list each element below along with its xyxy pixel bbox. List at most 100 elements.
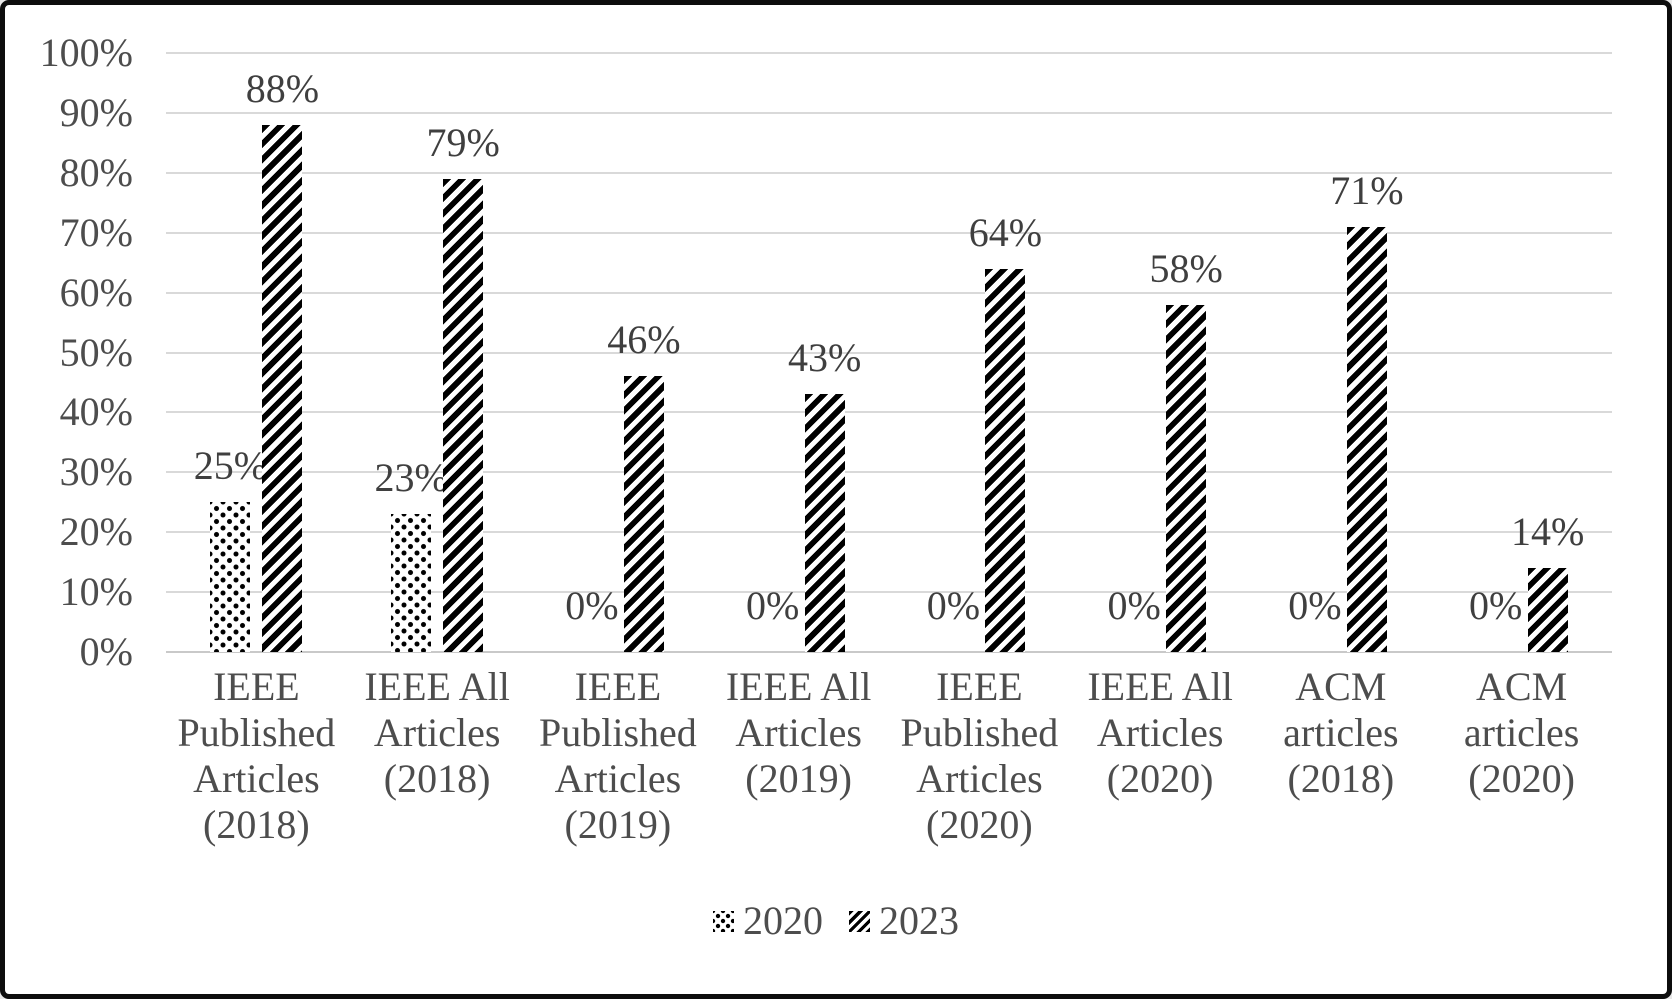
bar-slot: 64% xyxy=(969,53,1042,652)
x-category-label: IEEE Published Articles (2020) xyxy=(900,664,1059,847)
bar-2020 xyxy=(391,514,432,652)
data-label-2020: 23% xyxy=(374,455,448,501)
y-axis-tick-label: 90% xyxy=(59,89,133,135)
bar-slot: 14% xyxy=(1511,53,1584,652)
y-axis-tick-label: 100% xyxy=(39,30,133,75)
data-label-2020: 0% xyxy=(926,583,981,628)
bar-slot: 25% xyxy=(194,53,267,652)
y-axis-tick-label: 20% xyxy=(59,509,133,555)
legend-swatch-dotted-icon xyxy=(713,910,734,932)
legend-swatch-diagonal-icon xyxy=(849,910,870,932)
gridline xyxy=(166,171,1612,174)
x-category-label: ACM articles (2020) xyxy=(1463,664,1580,801)
x-category-label: ACM articles (2018) xyxy=(1283,664,1399,801)
bar-2023 xyxy=(1166,304,1207,652)
data-label-2023: 14% xyxy=(1510,509,1585,555)
y-axis-tick-label: 70% xyxy=(59,209,133,255)
bar-slot: 46% xyxy=(607,53,681,652)
data-label-2023: 64% xyxy=(968,209,1043,255)
bar-pair: 0% 43% xyxy=(746,53,861,652)
bar-group: 0% 46% xyxy=(528,53,709,652)
bar-pair: 0% 14% xyxy=(1469,53,1584,652)
gridline xyxy=(166,231,1612,234)
data-label-2020: 0% xyxy=(1107,583,1161,628)
plot-area: 25% 88% 23% 79% 0% 46% 0% 43% 0% 64% 0% 58% 0% 71% 0% 1… xyxy=(166,52,1612,653)
y-axis-tick-label: 80% xyxy=(59,149,133,195)
bar-slot: 88% xyxy=(246,53,319,652)
gridline xyxy=(166,52,1612,54)
bar-2020 xyxy=(210,502,251,652)
bar-slot: 71% xyxy=(1330,53,1404,652)
bar-slot: 0% xyxy=(1288,53,1341,652)
gridline xyxy=(166,291,1612,294)
bar-slot: 23% xyxy=(374,53,448,652)
data-label-2023: 58% xyxy=(1149,245,1223,291)
gridline xyxy=(166,651,1612,653)
legend-label: 2023 xyxy=(879,898,959,943)
x-axis-category-labels: IEEE Published Articles (2018) IEEE All A… xyxy=(166,664,1612,848)
legend-item-2023: 2023 xyxy=(849,899,959,943)
gridline xyxy=(166,591,1612,594)
bar-2023 xyxy=(1527,568,1568,652)
bar-slot: 0% xyxy=(746,53,799,652)
bar-2023 xyxy=(804,394,845,652)
gridline xyxy=(166,531,1612,534)
x-category-label: IEEE Published Articles (2018) xyxy=(177,664,336,847)
y-axis: 100% 90% 80% 70% 60% 50% 40% 30% 20% 10% 0% xyxy=(5,5,151,994)
data-label-2020: 0% xyxy=(1468,583,1523,628)
bar-2023 xyxy=(1346,226,1387,652)
bar-pair: 0% 64% xyxy=(927,53,1042,652)
bar-group: 23% 79% xyxy=(347,53,528,652)
x-category-label: IEEE All Articles (2019) xyxy=(725,664,872,801)
bar-slot: 79% xyxy=(426,53,500,652)
data-label-2023: 79% xyxy=(426,119,500,165)
y-axis-tick-label: 60% xyxy=(59,269,133,315)
bar-group: 0% 64% xyxy=(889,53,1070,652)
bar-slot: 43% xyxy=(788,53,861,652)
gridline xyxy=(166,111,1612,114)
bar-group: 0% 71% xyxy=(1251,53,1432,652)
bar-groups-layer: 25% 88% 23% 79% 0% 46% 0% 43% 0% 64% 0% 58% 0% 71% 0% 1… xyxy=(166,53,1612,652)
bar-pair: 0% 46% xyxy=(565,53,681,652)
bar-slot: 0% xyxy=(1107,53,1160,652)
bar-group: 0% 58% xyxy=(1070,53,1251,652)
data-label-2023: 43% xyxy=(787,335,862,381)
data-label-2020: 25% xyxy=(193,443,268,489)
legend-item-2020: 2020 xyxy=(713,899,823,943)
gridline xyxy=(166,351,1612,354)
bar-group: 0% 43% xyxy=(708,53,889,652)
bar-group: 0% 14% xyxy=(1431,53,1612,652)
bar-pair: 25% 88% xyxy=(194,53,319,652)
gridline xyxy=(166,411,1612,414)
bar-pair: 0% 71% xyxy=(1288,53,1404,652)
y-axis-tick-label: 0% xyxy=(79,629,133,674)
x-category-label: IEEE Published Articles (2019) xyxy=(538,664,697,847)
data-label-2020: 0% xyxy=(1288,583,1342,628)
data-label-2023: 88% xyxy=(245,65,320,111)
gridline xyxy=(166,471,1612,474)
bar-slot: 0% xyxy=(565,53,618,652)
x-category-label: IEEE All Articles (2018) xyxy=(364,664,510,801)
data-label-2023: 46% xyxy=(607,317,681,363)
y-axis-tick-label: 40% xyxy=(59,389,133,435)
y-axis-tick-label: 50% xyxy=(59,329,133,375)
y-axis-tick-label: 10% xyxy=(59,569,133,615)
legend-label: 2020 xyxy=(743,898,823,943)
bar-pair: 0% 58% xyxy=(1107,53,1223,652)
bar-2023 xyxy=(623,376,664,652)
bar-2023 xyxy=(443,178,484,652)
bar-slot: 0% xyxy=(927,53,980,652)
bar-2023 xyxy=(262,124,303,652)
y-axis-tick-label: 30% xyxy=(59,449,133,495)
data-label-2023: 71% xyxy=(1330,167,1404,213)
data-label-2020: 0% xyxy=(745,583,800,628)
bar-slot: 58% xyxy=(1149,53,1223,652)
bar-pair: 23% 79% xyxy=(374,53,500,652)
x-category-label: IEEE All Articles (2020) xyxy=(1087,664,1233,801)
bar-2023 xyxy=(985,268,1026,652)
bar-group: 25% 88% xyxy=(166,53,347,652)
bar-slot: 0% xyxy=(1469,53,1522,652)
legend: 2020 2023 xyxy=(5,891,1667,951)
data-label-2020: 0% xyxy=(565,583,619,628)
